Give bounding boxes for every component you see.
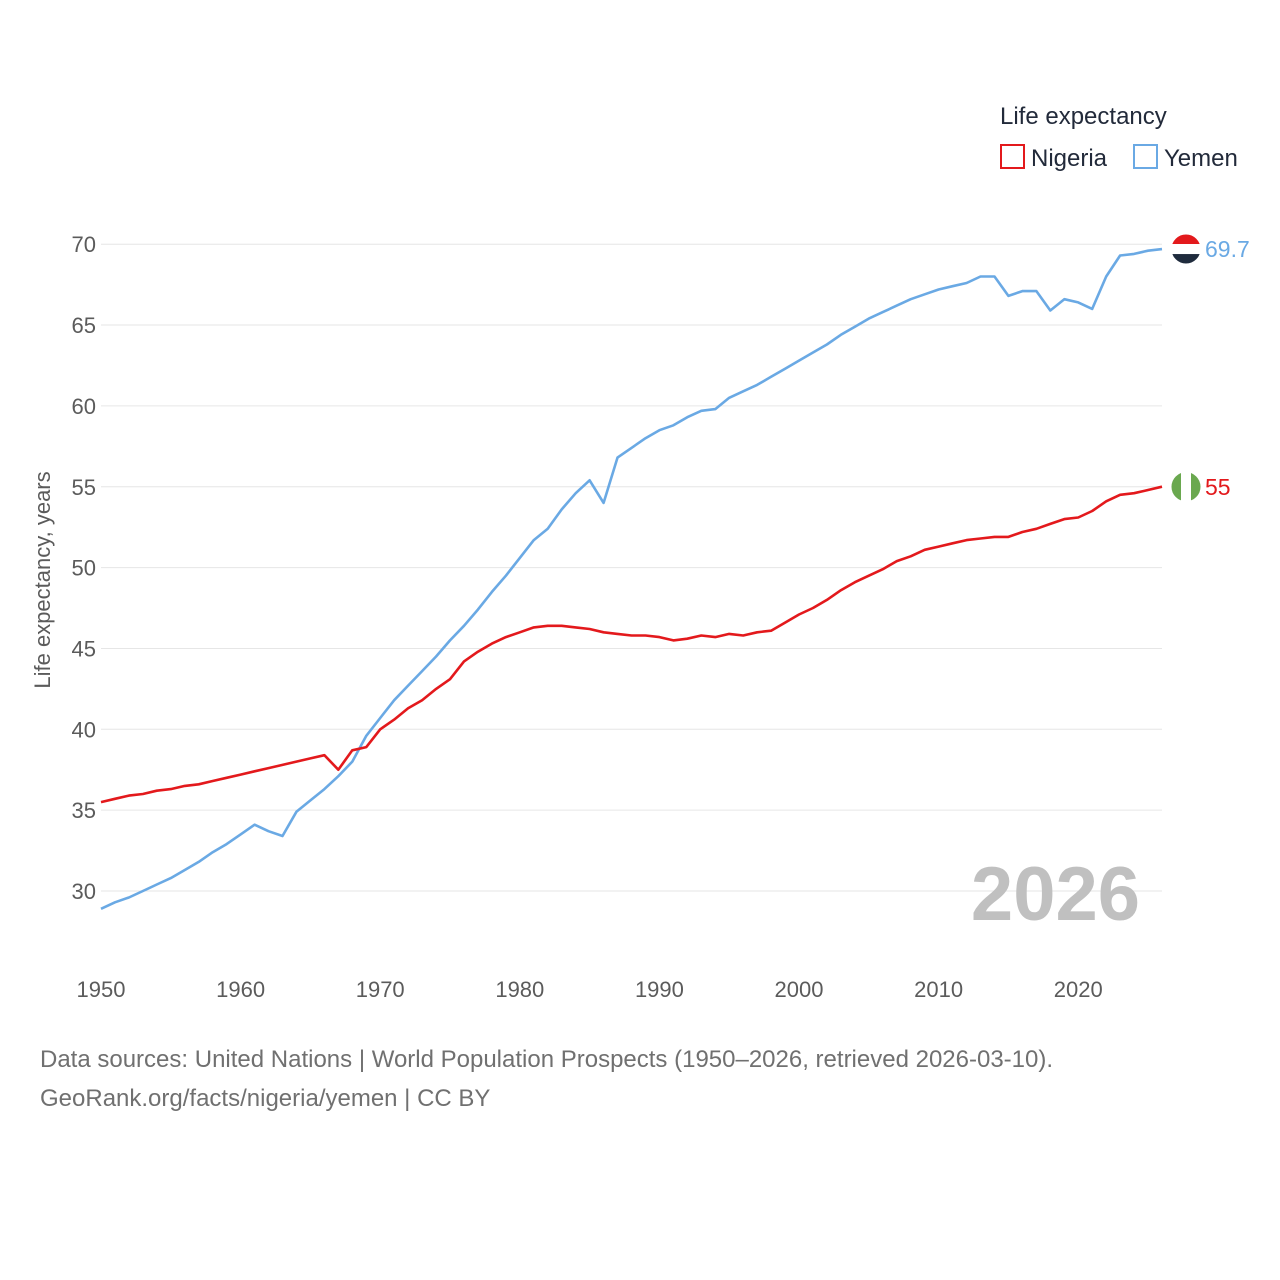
- x-tick-1950: 1950: [77, 977, 126, 1002]
- series-lines: [100, 247, 1163, 910]
- y-tick-45: 45: [72, 636, 96, 661]
- y-tick-35: 35: [72, 798, 96, 823]
- x-tick-1990: 1990: [635, 977, 684, 1002]
- year-label: 2026: [971, 852, 1140, 937]
- x-tick-1970: 1970: [356, 977, 405, 1002]
- y-tick-65: 65: [72, 313, 96, 338]
- nigeria-flag-icon: [1171, 471, 1201, 502]
- end-label-nigeria: 55: [1205, 474, 1231, 500]
- credit-link[interactable]: GeoRank.org/facts/nigeria/yemen | CC BY: [40, 1085, 491, 1112]
- series-line-yemen[interactable]: [100, 247, 1163, 910]
- legend-title: Life expectancy: [1000, 103, 1167, 130]
- legend: Life expectancy Nigeria Yemen: [1000, 103, 1238, 172]
- series-line-nigeria[interactable]: [100, 485, 1163, 804]
- data-source-note: Data sources: United Nations | World Pop…: [40, 1046, 1054, 1073]
- y-axis-title: Life expectancy, years: [30, 471, 55, 688]
- grid-lines: [101, 243, 1162, 892]
- legend-label-yemen[interactable]: Yemen: [1164, 145, 1238, 172]
- y-axis-tick-labels: 30 35 40 45 50 55 60 65 70: [72, 232, 96, 904]
- yemen-flag-ring: [1170, 233, 1202, 265]
- y-tick-40: 40: [72, 717, 96, 742]
- yemen-flag-icon: [1171, 234, 1201, 265]
- nigeria-flag-ring: [1170, 471, 1202, 503]
- y-tick-55: 55: [72, 475, 96, 500]
- y-tick-70: 70: [72, 232, 96, 257]
- x-axis-tick-labels: 1950 1960 1970 1980 1990 2000 2010 2020: [77, 977, 1103, 1002]
- x-tick-1980: 1980: [495, 977, 544, 1002]
- legend-label-nigeria[interactable]: Nigeria: [1031, 145, 1108, 172]
- x-tick-1960: 1960: [216, 977, 265, 1002]
- x-tick-2010: 2010: [914, 977, 963, 1002]
- y-tick-60: 60: [72, 394, 96, 419]
- y-tick-30: 30: [72, 879, 96, 904]
- x-tick-2000: 2000: [775, 977, 824, 1002]
- x-tick-2020: 2020: [1054, 977, 1103, 1002]
- legend-swatch-yemen[interactable]: [1133, 144, 1158, 169]
- legend-swatch-nigeria[interactable]: [1000, 144, 1025, 169]
- y-tick-50: 50: [72, 556, 96, 581]
- end-label-yemen: 69.7: [1205, 236, 1250, 262]
- end-markers: 55 69.7: [1170, 233, 1250, 503]
